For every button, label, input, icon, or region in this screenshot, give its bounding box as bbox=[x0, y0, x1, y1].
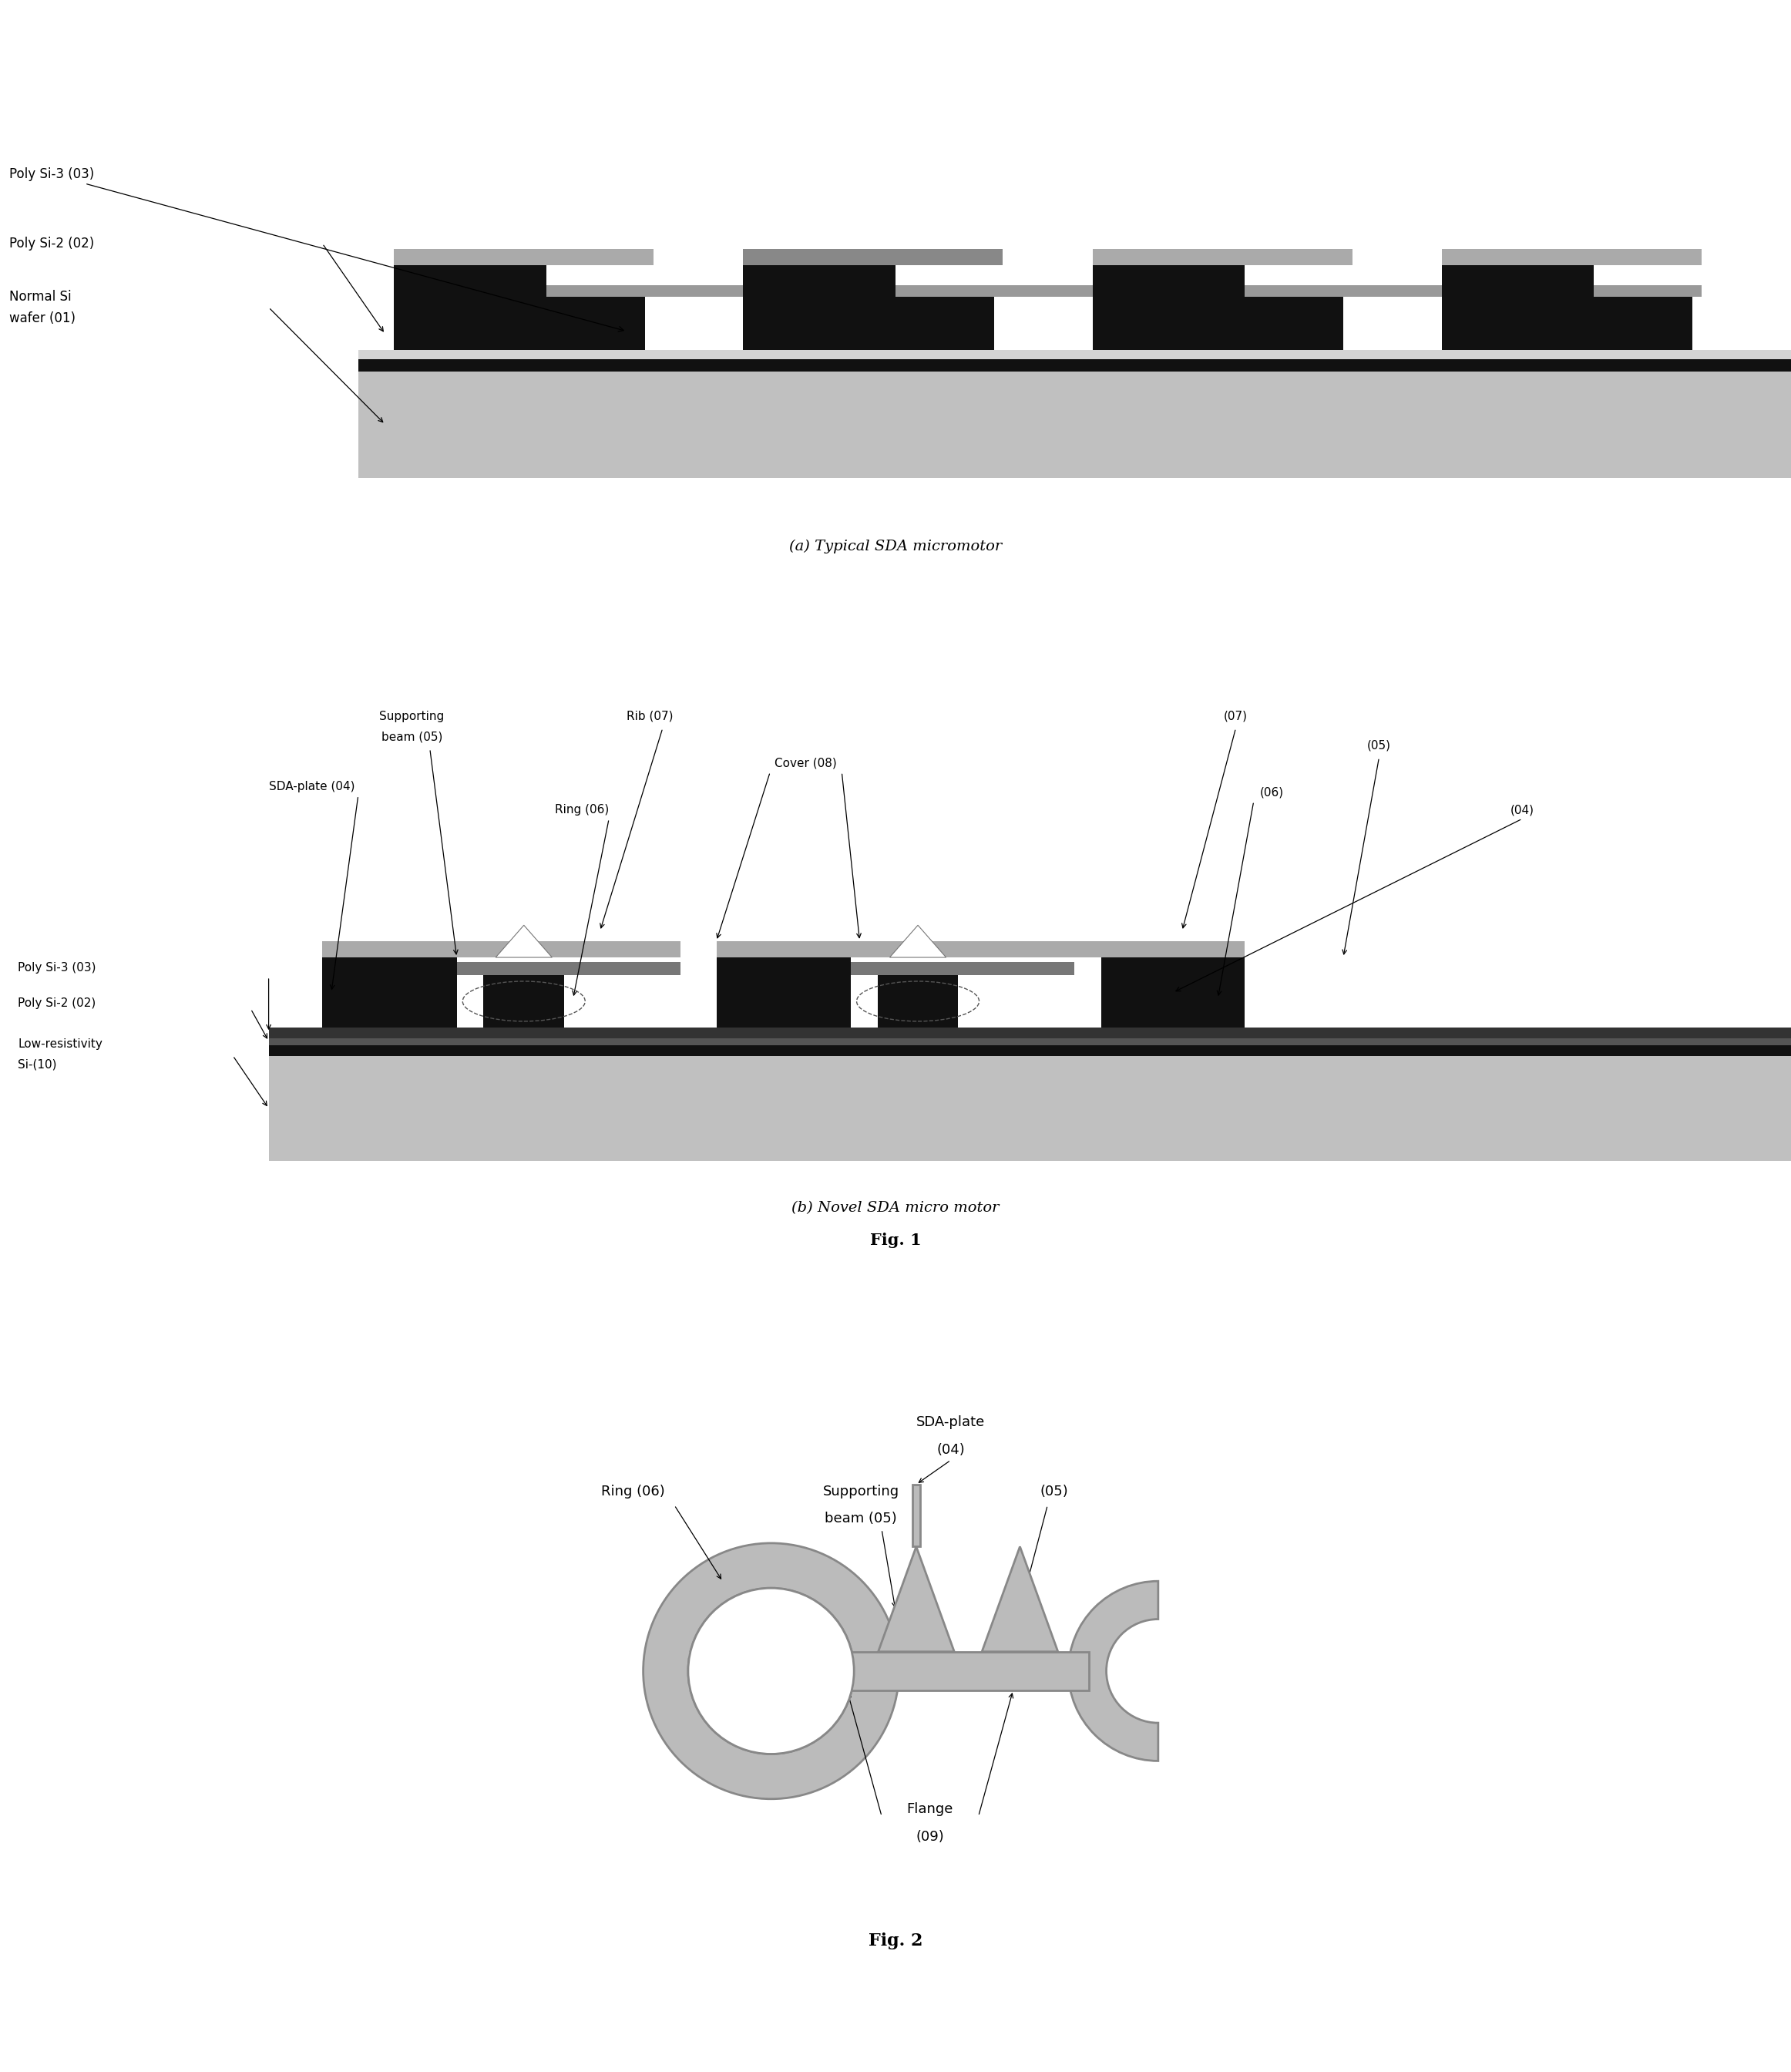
Polygon shape bbox=[394, 249, 654, 265]
Polygon shape bbox=[878, 1546, 955, 1651]
Polygon shape bbox=[322, 941, 681, 957]
Text: (09): (09) bbox=[915, 1830, 944, 1844]
Text: (b) Novel SDA micro motor: (b) Novel SDA micro motor bbox=[792, 1202, 999, 1214]
Polygon shape bbox=[1343, 296, 1442, 350]
Text: (a) Typical SDA micromotor: (a) Typical SDA micromotor bbox=[790, 539, 1001, 553]
Text: Low-resistivity: Low-resistivity bbox=[18, 1038, 102, 1051]
Polygon shape bbox=[1594, 296, 1692, 350]
Polygon shape bbox=[358, 358, 1791, 371]
Polygon shape bbox=[269, 1055, 1791, 1160]
Text: (04): (04) bbox=[1510, 804, 1535, 816]
Wedge shape bbox=[1067, 1581, 1159, 1761]
Polygon shape bbox=[484, 976, 564, 1028]
Text: (04): (04) bbox=[937, 1442, 965, 1457]
Polygon shape bbox=[269, 1038, 1791, 1044]
Polygon shape bbox=[772, 1651, 1089, 1691]
Text: (05): (05) bbox=[1367, 740, 1392, 752]
Text: Supporting: Supporting bbox=[380, 711, 444, 723]
Text: SDA-plate (04): SDA-plate (04) bbox=[269, 781, 355, 792]
Text: Rib (07): Rib (07) bbox=[627, 711, 673, 723]
Polygon shape bbox=[546, 296, 645, 350]
Polygon shape bbox=[358, 371, 1791, 477]
Polygon shape bbox=[457, 986, 484, 1028]
Text: Ring (06): Ring (06) bbox=[555, 804, 609, 816]
Polygon shape bbox=[896, 296, 994, 350]
Polygon shape bbox=[269, 1044, 1791, 1055]
Text: Supporting: Supporting bbox=[822, 1484, 899, 1498]
Text: Poly Si-3 (03): Poly Si-3 (03) bbox=[9, 168, 623, 332]
Text: Poly Si-2 (02): Poly Si-2 (02) bbox=[9, 236, 93, 251]
Polygon shape bbox=[645, 296, 743, 350]
Polygon shape bbox=[743, 265, 896, 350]
Polygon shape bbox=[716, 957, 851, 1028]
Polygon shape bbox=[1442, 265, 1594, 350]
Circle shape bbox=[643, 1544, 899, 1798]
Text: beam (05): beam (05) bbox=[826, 1513, 897, 1525]
Polygon shape bbox=[1594, 286, 1701, 296]
Polygon shape bbox=[394, 265, 546, 350]
Polygon shape bbox=[496, 926, 552, 957]
Text: wafer (01): wafer (01) bbox=[9, 311, 75, 325]
Text: Fig. 1: Fig. 1 bbox=[870, 1233, 921, 1247]
Text: Normal Si: Normal Si bbox=[9, 290, 72, 305]
Polygon shape bbox=[743, 249, 1003, 265]
Text: Fig. 2: Fig. 2 bbox=[869, 1933, 922, 1950]
Polygon shape bbox=[896, 286, 1101, 296]
Polygon shape bbox=[1093, 249, 1352, 265]
Polygon shape bbox=[269, 1028, 1791, 1038]
Polygon shape bbox=[1093, 265, 1245, 350]
Text: (07): (07) bbox=[1223, 711, 1248, 723]
Polygon shape bbox=[851, 986, 878, 1028]
Polygon shape bbox=[663, 986, 716, 1028]
Text: Flange: Flange bbox=[906, 1803, 953, 1817]
Text: Poly Si-3 (03): Poly Si-3 (03) bbox=[18, 961, 97, 974]
Polygon shape bbox=[1442, 249, 1701, 265]
Polygon shape bbox=[688, 1651, 854, 1691]
Polygon shape bbox=[851, 961, 1075, 976]
Polygon shape bbox=[981, 1546, 1058, 1651]
Polygon shape bbox=[358, 350, 1791, 358]
Polygon shape bbox=[912, 1484, 921, 1546]
Polygon shape bbox=[1101, 957, 1245, 1028]
Polygon shape bbox=[878, 976, 958, 1028]
Text: (06): (06) bbox=[1259, 787, 1284, 798]
Text: beam (05): beam (05) bbox=[381, 731, 442, 742]
Polygon shape bbox=[716, 941, 1075, 957]
Polygon shape bbox=[1066, 941, 1245, 957]
Polygon shape bbox=[994, 296, 1093, 350]
Polygon shape bbox=[546, 286, 752, 296]
Polygon shape bbox=[1245, 286, 1451, 296]
Text: Poly Si-2 (02): Poly Si-2 (02) bbox=[18, 997, 97, 1009]
Polygon shape bbox=[890, 926, 946, 957]
Polygon shape bbox=[457, 961, 681, 976]
Text: Ring (06): Ring (06) bbox=[602, 1484, 664, 1498]
Circle shape bbox=[688, 1587, 854, 1755]
Circle shape bbox=[688, 1587, 854, 1755]
Text: Cover (08): Cover (08) bbox=[776, 758, 836, 769]
Text: (05): (05) bbox=[1041, 1484, 1069, 1498]
Text: SDA-plate: SDA-plate bbox=[917, 1415, 985, 1430]
Text: Si-(10): Si-(10) bbox=[18, 1059, 57, 1071]
Polygon shape bbox=[1245, 296, 1343, 350]
Polygon shape bbox=[322, 957, 457, 1028]
